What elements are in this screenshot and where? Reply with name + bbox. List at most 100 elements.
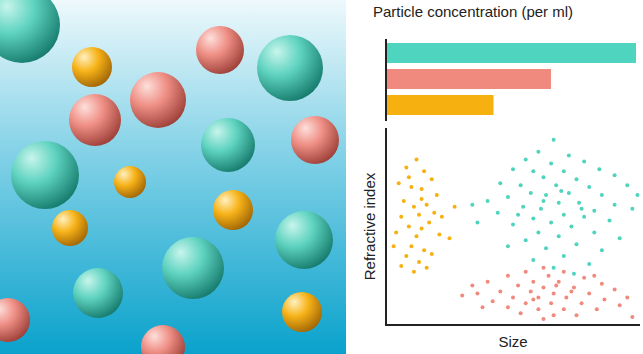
point [567,191,571,195]
point [531,258,535,262]
point [577,201,581,205]
point [544,246,548,250]
point [580,207,584,211]
particle [0,0,60,63]
point [531,217,535,221]
point [587,262,591,266]
point [453,205,457,209]
point [420,187,424,191]
particle [0,298,30,342]
scatter-points [392,138,640,321]
point [498,290,502,294]
point [547,274,551,278]
point [425,266,429,270]
point [460,293,464,297]
point [597,167,601,171]
point [529,290,533,294]
point [562,213,566,217]
point [414,158,418,162]
point [430,177,434,181]
point [549,161,553,165]
point [519,311,523,315]
point [635,193,639,197]
point [536,307,540,311]
particle [257,35,323,101]
point [420,226,424,230]
point [575,177,579,181]
point [600,193,604,197]
x-axis-label: Size [498,333,527,350]
point [549,221,553,225]
point [425,203,429,207]
point [557,234,561,238]
particle [275,211,333,269]
point [625,183,629,187]
point [564,295,568,299]
point [587,291,591,295]
point [404,165,408,169]
point [580,301,584,305]
point [602,297,606,301]
point [392,244,396,248]
particle [201,118,255,172]
point [409,185,413,189]
bar [386,43,636,63]
bar-title: Particle concentration (per ml) [373,3,573,20]
point [539,207,543,211]
point [572,286,576,290]
point [552,313,556,317]
y-axis [385,128,387,325]
point [511,295,515,299]
point [435,193,439,197]
bar-axis [385,39,387,121]
point [399,215,403,219]
point [531,297,535,301]
particle [69,94,121,146]
point [531,169,535,173]
point [506,274,510,278]
point [595,307,599,311]
point [404,254,408,258]
point [531,280,535,284]
particle [162,237,224,299]
point [402,199,406,203]
particle [213,190,253,230]
point [630,315,634,319]
particle [114,166,146,198]
point [422,169,426,173]
point [600,248,604,252]
point [420,197,424,201]
point [491,299,495,303]
point [625,295,629,299]
point [407,225,411,229]
point [422,248,426,252]
point [524,238,528,242]
point [511,167,515,171]
point [440,215,444,219]
particle [282,292,322,332]
point [417,260,421,264]
point [541,175,545,179]
point [541,286,545,290]
particle [130,72,186,128]
point [417,213,421,217]
point [549,301,553,305]
point [506,195,510,199]
point [554,183,558,187]
point [618,303,622,307]
point [437,232,441,236]
point [592,230,596,234]
point [559,189,563,193]
particle [11,141,79,209]
point [613,173,617,177]
point [470,203,474,207]
point [608,219,612,223]
point [407,175,411,179]
point [516,284,520,288]
point [569,225,573,229]
point [544,193,548,197]
point [498,181,502,185]
point [432,211,436,215]
point [572,272,576,276]
particle [291,116,339,164]
